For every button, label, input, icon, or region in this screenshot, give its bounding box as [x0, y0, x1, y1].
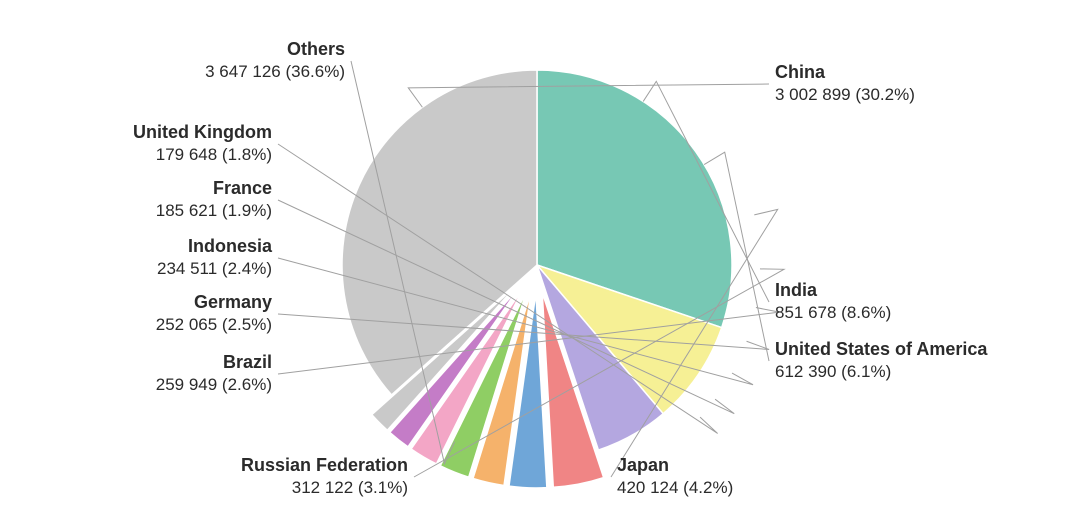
slice-label-value: 185 621 (1.9%) — [156, 201, 272, 220]
slice-label-name: Japan — [617, 455, 669, 475]
slice-label-value: 3 002 899 (30.2%) — [775, 85, 915, 104]
slice-label-name: India — [775, 280, 818, 300]
slice-label-name: Indonesia — [188, 236, 273, 256]
slice-label-name: United Kingdom — [133, 122, 272, 142]
slice-label-value: 234 511 (2.4%) — [157, 259, 272, 278]
slice-label-name: United States of America — [775, 339, 988, 359]
slice-label-name: China — [775, 62, 826, 82]
slice-label-value: 420 124 (4.2%) — [617, 478, 733, 497]
slice-label-name: France — [213, 178, 272, 198]
slice-label-value: 312 122 (3.1%) — [292, 478, 408, 497]
pie-chart: China 3 002 899 (30.2%) India 851 678 (8.6%… — [0, 0, 1080, 524]
slice-label-name: Russian Federation — [241, 455, 408, 475]
slice-label-value: 851 678 (8.6%) — [775, 303, 891, 322]
slice-label-value: 259 949 (2.6%) — [156, 375, 272, 394]
slice-label-name: Others — [287, 39, 345, 59]
slice-label-value: 252 065 (2.5%) — [156, 315, 272, 334]
slice-label-value: 179 648 (1.8%) — [156, 145, 272, 164]
slice-label-value: 612 390 (6.1%) — [775, 362, 891, 381]
slice-label-name: Brazil — [223, 352, 272, 372]
slice-label-name: Germany — [194, 292, 272, 312]
slice-label-value: 3 647 126 (36.6%) — [205, 62, 345, 81]
